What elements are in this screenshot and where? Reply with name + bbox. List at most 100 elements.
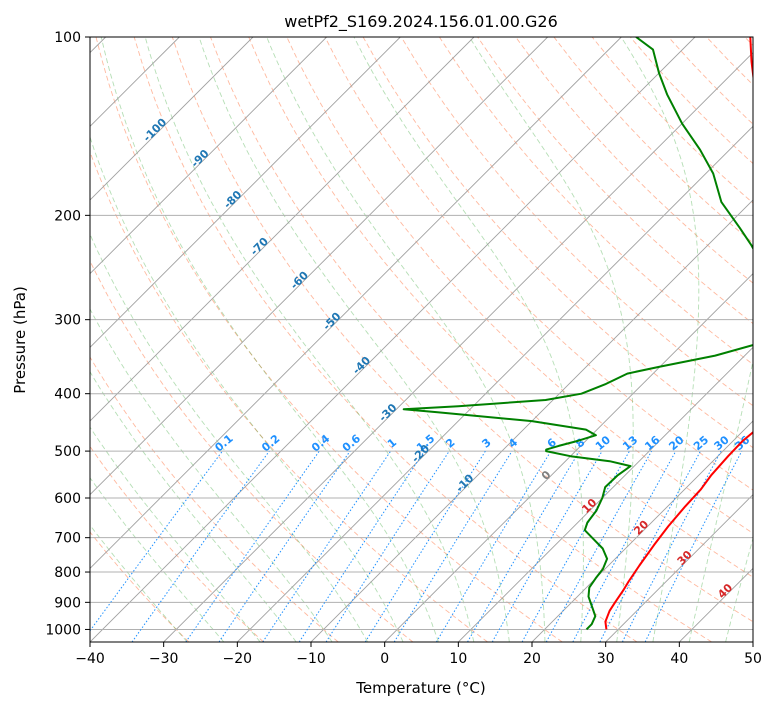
moist-adiabat (144, 37, 475, 642)
isotherm-line (531, 420, 753, 642)
mixing-ratio-label: 13 (620, 433, 640, 453)
dry-adiabat (171, 37, 712, 642)
y-tick-label: 500 (54, 444, 81, 460)
y-tick-label: 400 (54, 387, 81, 403)
y-axis-label: Pressure (hPa) (11, 286, 29, 394)
mixing-ratio-label: 30 (712, 433, 732, 453)
moist-adiabat (90, 524, 188, 642)
mixing-ratio-line (599, 450, 701, 642)
x-tick-label: −10 (296, 651, 326, 667)
isotherm-label: -30 (376, 401, 399, 424)
isotherm-label: 30 (675, 548, 695, 568)
mixing-ratio-label: 3 (479, 436, 493, 451)
axes: −40 −30 −20 −10 0 10 20 30 40 50 100 200 300 400 500 60… (45, 30, 762, 667)
isotherm-line (310, 199, 753, 642)
dry-adiabat (95, 37, 563, 642)
moist-adiabat (90, 308, 333, 642)
y-tick-label: 200 (54, 208, 81, 224)
mixing-ratio-line (298, 450, 425, 642)
y-tick-label: 300 (54, 313, 81, 329)
mixing-ratio-line (521, 450, 630, 642)
moist-adiabat (688, 359, 753, 642)
mixing-ratio-line (262, 450, 392, 642)
mixing-ratio-line (218, 450, 351, 642)
mixing-ratio-label: 20 (666, 433, 686, 453)
mixing-ratio-line (467, 450, 580, 642)
dry-adiabat (90, 150, 488, 642)
x-tick-label: 10 (449, 651, 467, 667)
mixing-ratio-line (364, 450, 486, 642)
line-labels: 0.1 0.2 0.4 0.6 1 1.5 2 3 4 6 8 10 13 16 20 25 30 36-100-… (141, 116, 753, 602)
dry-adiabat (90, 356, 339, 642)
moist-adiabat (198, 37, 510, 642)
moist-adiabat (620, 37, 700, 642)
isotherm-line (90, 37, 327, 275)
isotherm-line (90, 37, 548, 496)
y-tick-label: 700 (54, 531, 81, 547)
isotherm-line (458, 346, 753, 642)
mixing-ratio-line (435, 450, 552, 642)
moist-adiabat (90, 426, 261, 642)
plot-frame (89, 36, 754, 643)
dry-adiabat (515, 37, 753, 284)
isotherm-line (605, 494, 753, 642)
x-tick-label: 0 (380, 651, 389, 667)
dry-adiabat (90, 445, 264, 642)
dry-adiabat (210, 37, 753, 623)
mixing-ratio-label: 2 (443, 436, 457, 451)
dry-adiabat (248, 37, 753, 578)
mixing-ratio-line (90, 450, 223, 632)
dry-adiabat (706, 37, 753, 86)
mixing-ratio-label: 16 (642, 433, 662, 453)
mixing-ratio-label: 1 (385, 436, 399, 451)
x-tick-label: 50 (744, 651, 762, 667)
mixing-ratio-line (393, 450, 513, 642)
moist-adiabat (90, 233, 369, 642)
x-tick-label: −30 (149, 651, 179, 667)
y-tick-label: 1000 (45, 622, 81, 638)
isotherm-line (237, 125, 753, 642)
x-tick-label: −20 (223, 651, 253, 667)
dry-adiabat (439, 37, 753, 365)
mixing-ratio-line (131, 450, 270, 642)
moist-adiabat (469, 37, 634, 642)
mixing-ratio-line (325, 450, 450, 642)
isotherm-label: -60 (288, 268, 311, 291)
moist-adiabat (353, 37, 584, 642)
background-lines (90, 37, 753, 642)
mixing-ratio-line (545, 450, 653, 642)
dry-adiabat (362, 37, 753, 449)
temperature-line (604, 37, 753, 630)
moist-adiabat (100, 37, 439, 642)
dry-adiabat (400, 37, 753, 407)
x-tick-label: 30 (597, 651, 615, 667)
x-tick-label: 40 (670, 651, 688, 667)
mixing-ratio-label: 4 (506, 436, 520, 451)
isotherm-label: 20 (631, 517, 651, 537)
isotherm-label: -50 (320, 310, 343, 333)
isotherm-label: -40 (350, 354, 373, 377)
isotherm-line (90, 37, 401, 348)
moist-adiabat (725, 536, 753, 642)
dry-adiabat (90, 259, 414, 642)
x-axis-label: Temperature (°C) (355, 679, 485, 697)
y-tick-label: 900 (54, 595, 81, 611)
mixing-ratio-label: 25 (691, 433, 711, 453)
dry-adiabat (324, 37, 753, 491)
dry-adiabat (553, 37, 753, 244)
isotherm-label: -90 (188, 147, 211, 170)
y-tick-label: 100 (54, 30, 81, 46)
dry-adiabat (744, 37, 753, 47)
isotherm-label: -70 (248, 235, 271, 258)
isotherm-line (90, 37, 622, 569)
isotherm-line (90, 37, 254, 201)
dewpoint-line (402, 37, 753, 631)
dry-adiabat (90, 531, 190, 642)
mixing-ratio-line (644, 450, 743, 642)
x-tick-label: 20 (523, 651, 541, 667)
isotherm-line (163, 52, 753, 642)
dry-adiabat (477, 37, 753, 325)
chart-title: wetPf2_S169.2024.156.01.00.G26 (284, 12, 558, 32)
y-tick-label: 600 (54, 491, 81, 507)
